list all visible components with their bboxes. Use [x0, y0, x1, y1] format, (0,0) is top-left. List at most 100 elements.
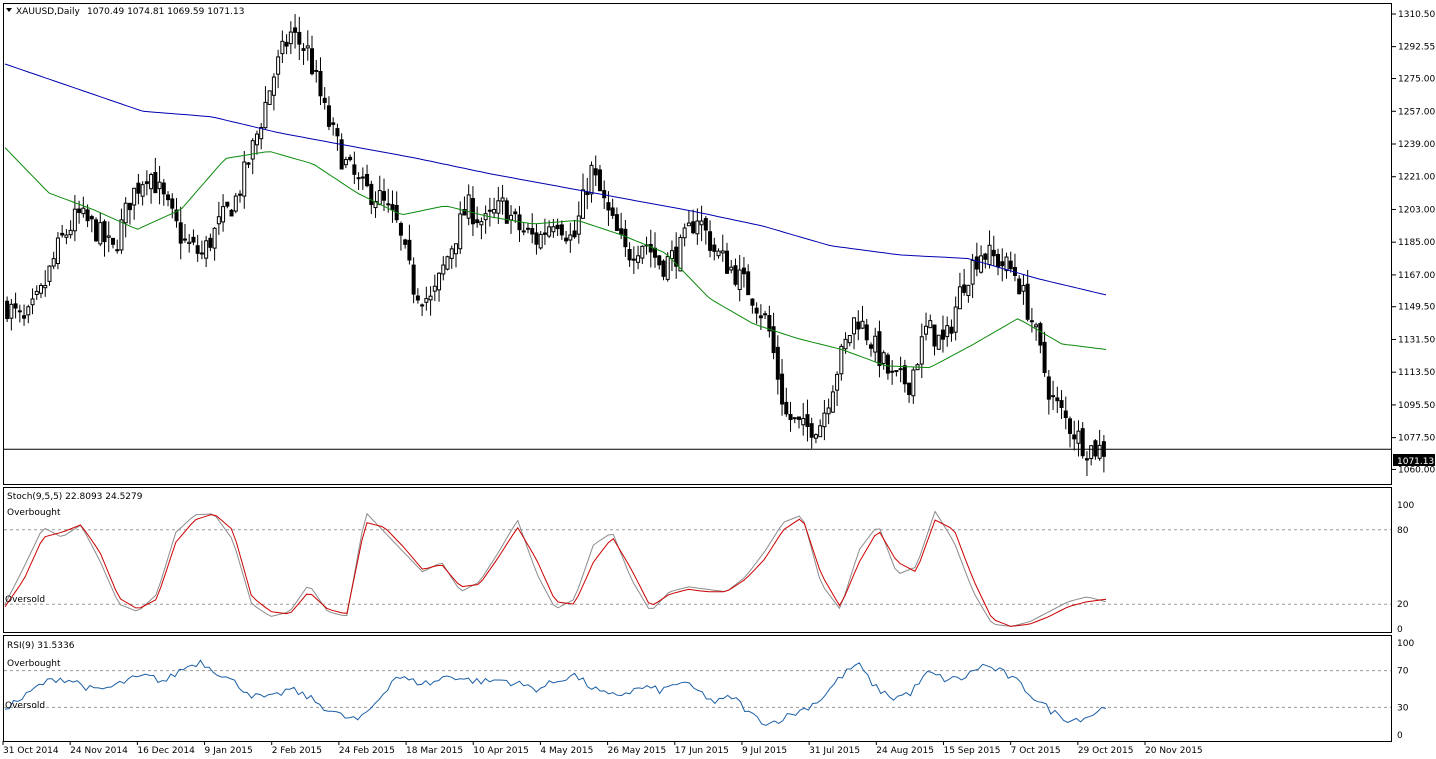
- candle: [1004, 252, 1009, 279]
- candle: [581, 173, 586, 219]
- current-price-label: 1071.13: [1397, 457, 1434, 467]
- candle: [796, 416, 801, 429]
- candle: [970, 253, 975, 299]
- candle: [123, 197, 128, 238]
- price-axis-label: 1095.50: [1398, 401, 1435, 411]
- candle: [746, 264, 751, 296]
- candle: [94, 217, 99, 243]
- candle: [1101, 435, 1106, 473]
- candle: [407, 224, 412, 265]
- candle: [166, 191, 171, 207]
- candle: [106, 221, 111, 253]
- candle: [860, 305, 865, 330]
- price-axis-label: 1185.00: [1398, 238, 1435, 248]
- stoch-main-line: [4, 510, 1107, 627]
- triangle-down-icon[interactable]: [6, 8, 12, 12]
- candle: [894, 370, 899, 377]
- candle: [339, 133, 344, 170]
- x-axis-label: 18 Mar 2015: [406, 746, 463, 756]
- x-axis-label: 24 Nov 2014: [70, 746, 128, 756]
- stoch-axis-label: 80: [1397, 526, 1409, 536]
- candle: [305, 30, 310, 61]
- symbol-label: XAUUSD,Daily: [16, 7, 80, 17]
- candle: [1051, 380, 1056, 411]
- candle: [331, 117, 336, 136]
- candle: [390, 190, 395, 223]
- candle: [301, 43, 306, 65]
- candle: [966, 284, 971, 303]
- candle: [648, 229, 653, 268]
- x-axis-label: 31 Jul 2015: [809, 746, 860, 756]
- candle: [13, 292, 18, 319]
- candle: [564, 230, 569, 245]
- candle: [216, 201, 221, 235]
- candle: [1076, 420, 1081, 457]
- candle: [178, 206, 183, 260]
- candle: [492, 197, 497, 219]
- candle: [868, 342, 873, 357]
- candle: [377, 175, 382, 206]
- candle: [555, 218, 560, 237]
- candle: [182, 224, 187, 243]
- candle: [1084, 451, 1089, 477]
- price-axis-label: 1113.50: [1398, 368, 1435, 378]
- candle: [318, 57, 323, 106]
- candle: [43, 270, 48, 297]
- candle: [864, 318, 869, 346]
- candle: [953, 296, 958, 341]
- candle: [204, 235, 209, 268]
- candle: [1068, 416, 1073, 448]
- candle: [720, 234, 725, 262]
- candle: [695, 208, 700, 245]
- candle: [703, 215, 708, 245]
- candle: [843, 332, 848, 354]
- ma-fast-line: [4, 147, 1107, 369]
- candle: [314, 60, 319, 83]
- candle: [788, 401, 793, 432]
- candle: [115, 239, 120, 254]
- candle: [225, 201, 230, 209]
- candle: [60, 224, 65, 238]
- stoch-axis-label: 0: [1397, 625, 1403, 635]
- candle: [822, 400, 827, 441]
- candle: [437, 272, 442, 302]
- candle: [805, 399, 810, 442]
- candle: [669, 240, 674, 272]
- candle: [343, 156, 348, 169]
- candle: [254, 130, 259, 155]
- candle: [1097, 429, 1102, 461]
- candle: [284, 34, 289, 55]
- candle: [398, 221, 403, 251]
- candle: [801, 402, 806, 436]
- price-axis-label: 1203.00: [1398, 205, 1435, 215]
- candle: [775, 335, 780, 395]
- candle: [487, 197, 492, 227]
- candle: [513, 208, 518, 223]
- candle: [708, 220, 713, 258]
- price-axis-label: 1257.00: [1398, 107, 1435, 117]
- candle: [614, 207, 619, 231]
- candle: [1059, 390, 1064, 419]
- candle: [81, 196, 86, 218]
- candle: [653, 232, 658, 268]
- axes: 1310.50 1292.55 1275.00 1257.00 1239.00 1221.…: [2, 4, 1435, 756]
- candle: [534, 223, 539, 255]
- candle: [51, 251, 56, 270]
- x-axis-label: 17 Jun 2015: [675, 746, 729, 756]
- candle: [174, 198, 179, 228]
- candle: [907, 382, 912, 403]
- stoch-axis-label: 20: [1397, 600, 1409, 610]
- candle: [835, 371, 840, 406]
- symbol-dropdown[interactable]: XAUUSD,Daily: [6, 7, 80, 17]
- stochastic-panel: [4, 510, 1391, 627]
- candle: [153, 157, 158, 194]
- candle: [597, 164, 602, 192]
- candle: [47, 265, 52, 286]
- candle: [525, 223, 530, 234]
- candle: [170, 193, 175, 219]
- candle: [991, 235, 996, 266]
- rsi-axis-label: 30: [1397, 703, 1409, 713]
- candle: [678, 234, 683, 272]
- candle: [195, 234, 200, 262]
